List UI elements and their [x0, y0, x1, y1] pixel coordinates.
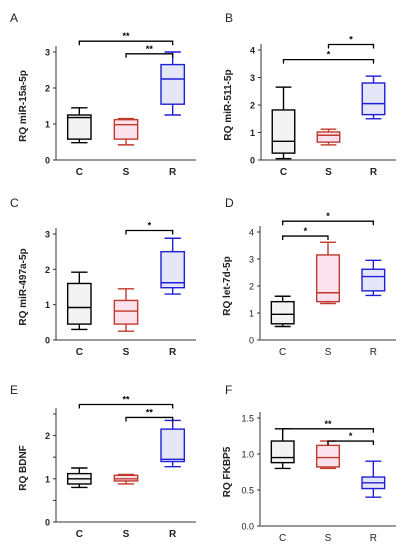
panel-letter: D — [225, 196, 234, 210]
panel-letter: E — [10, 383, 18, 397]
box-s — [113, 118, 139, 140]
x-tick-label: S — [325, 347, 332, 358]
significance-label: * — [326, 211, 330, 221]
y-tick-label: 2 — [45, 265, 50, 275]
significance-label: * — [349, 35, 353, 45]
y-axis-label: RQ FKBP5 — [222, 446, 233, 497]
box-c — [271, 109, 296, 154]
box-s — [113, 299, 139, 325]
significance-label: ** — [146, 44, 154, 54]
significance-label: ** — [146, 407, 154, 417]
significance-bracket — [78, 40, 174, 46]
box-c — [66, 282, 92, 325]
significance-bracket — [327, 43, 375, 49]
significance-bracket — [125, 229, 174, 235]
y-tick-label: 1 — [250, 128, 255, 138]
y-axis-label: RQ miR-511-5p — [223, 69, 234, 140]
y-tick-label: 1 — [45, 474, 50, 484]
x-tick-label: C — [76, 347, 83, 358]
x-tick-label: C — [279, 347, 286, 358]
y-tick-label: 3 — [45, 230, 50, 240]
box-r — [160, 63, 186, 105]
chart-panel-c: C 0 1 2 3 RQ miR-497a-5p C S R * — [10, 196, 196, 358]
significance-label: * — [148, 220, 152, 230]
y-tick-label: 0 — [249, 336, 254, 346]
panel-letter: B — [225, 11, 233, 25]
x-tick-label: C — [280, 167, 287, 178]
y-tick-label: 4 — [249, 228, 254, 238]
panel-letter: A — [10, 11, 18, 25]
y-tick-label: 3 — [45, 48, 50, 58]
y-tick-label: 2 — [250, 101, 255, 111]
chart-panel-d: D 0 1 2 3 4 RQ let-7d-5p C S R * * — [222, 196, 396, 358]
significance-label: ** — [122, 31, 130, 41]
y-tick-label: 0 — [45, 518, 50, 528]
x-tick-label: S — [325, 167, 332, 178]
y-tick-label: 1.0 — [241, 450, 254, 460]
box-r — [361, 268, 386, 292]
significance-label: * — [304, 226, 308, 236]
y-tick-label: 1 — [45, 120, 50, 130]
x-tick-label: R — [370, 167, 378, 178]
box-c — [270, 300, 295, 325]
box-r — [160, 250, 186, 289]
significance-bracket — [125, 53, 174, 58]
panel-letter: F — [225, 383, 232, 397]
y-tick-label: 1 — [45, 300, 50, 310]
x-tick-label: R — [169, 529, 177, 540]
significance-bracket — [78, 403, 174, 409]
x-tick-label: S — [325, 533, 332, 544]
x-tick-label: C — [76, 167, 83, 178]
y-tick-label: 3 — [249, 255, 254, 265]
x-tick-label: S — [123, 529, 130, 540]
chart-panel-a: A 0 1 2 3 RQ miR-15a-5p C S R ** ** — [10, 11, 196, 178]
x-tick-label: C — [279, 533, 286, 544]
box-c — [66, 114, 92, 140]
y-tick-label: 4 — [250, 46, 255, 56]
y-tick-label: 0.5 — [241, 486, 254, 496]
chart-panel-e: E 0 1 2 RQ BDNF C S R ** ** — [10, 383, 196, 540]
box-c — [270, 440, 295, 464]
y-tick-label: 2 — [45, 84, 50, 94]
y-axis-label: RQ miR-15a-5p — [18, 70, 29, 142]
significance-bracket — [282, 220, 374, 226]
significance-label: * — [349, 431, 353, 441]
y-axis-label: RQ BDNF — [18, 445, 29, 491]
y-tick-label: 3 — [250, 73, 255, 83]
x-tick-label: R — [169, 347, 177, 358]
significance-label: ** — [122, 394, 130, 404]
y-tick-label: 2 — [45, 431, 50, 441]
y-tick-label: 1 — [249, 309, 254, 319]
y-tick-label: 1.5 — [241, 414, 254, 424]
x-tick-label: R — [370, 533, 377, 544]
box-r — [160, 428, 186, 463]
significance-label: ** — [324, 419, 332, 429]
x-tick-label: R — [169, 167, 177, 178]
y-tick-label: 2 — [249, 282, 254, 292]
chart-panel-b: B 0 1 2 3 4 RQ miR-511-5p C S R * * — [223, 11, 396, 178]
x-tick-label: R — [370, 347, 377, 358]
x-tick-label: S — [123, 167, 130, 178]
significance-label: * — [327, 50, 331, 60]
significance-bracket — [282, 428, 374, 433]
box-s — [316, 131, 341, 143]
panel-letter: C — [10, 196, 19, 210]
box-r — [361, 82, 386, 116]
significance-bracket — [282, 235, 329, 241]
y-tick-label: 0 — [45, 156, 50, 166]
y-tick-label: 0 — [45, 336, 50, 346]
y-tick-label: 0 — [250, 156, 255, 166]
box-s — [315, 444, 341, 468]
significance-bracket — [282, 58, 375, 64]
box-s — [315, 254, 341, 303]
significance-bracket — [327, 440, 374, 446]
y-tick-label: 0.0 — [241, 522, 254, 532]
y-axis-label: RQ miR-497a-5p — [18, 248, 29, 325]
x-tick-label: S — [123, 347, 130, 358]
x-tick-label: C — [76, 529, 83, 540]
y-axis-label: RQ let-7d-5p — [222, 256, 233, 315]
significance-bracket — [125, 416, 174, 422]
